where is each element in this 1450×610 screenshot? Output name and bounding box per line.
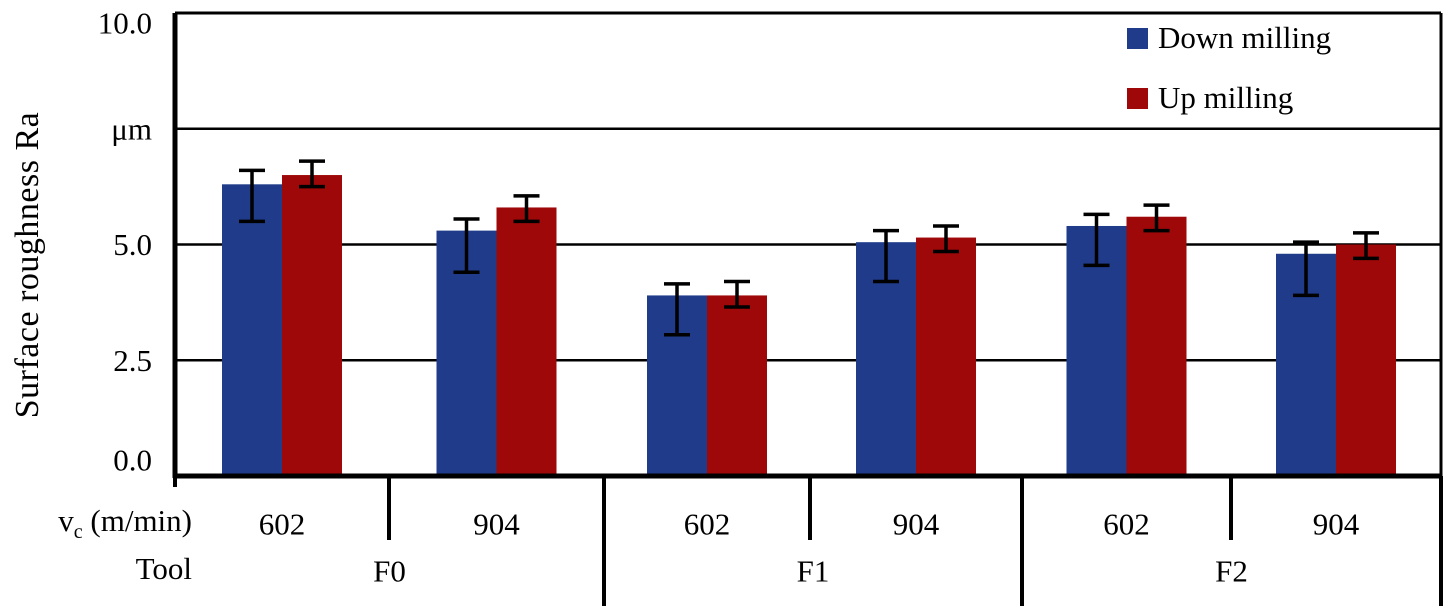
bar-up-2 — [707, 295, 767, 476]
y-tick-label-0.0: 0.0 — [113, 443, 152, 478]
bar-up-4 — [1126, 216, 1187, 476]
y-tick-label-μm: μm — [111, 111, 152, 146]
vc-prefix: v — [58, 503, 74, 538]
bar-up-1 — [496, 207, 557, 476]
speed-label-602: 602 — [684, 507, 731, 542]
tool-label-F2: F2 — [1215, 554, 1248, 589]
vc-suffix: (m/min) — [82, 503, 192, 538]
speed-label-904: 904 — [473, 507, 520, 542]
down-milling-swatch-icon — [1127, 27, 1148, 49]
y-tick-label-10.0: 10.0 — [98, 6, 152, 41]
legend-label-down-milling: Down milling — [1158, 20, 1332, 55]
speed-label-602: 602 — [259, 507, 306, 542]
bar-down-0 — [222, 184, 282, 476]
legend-item-up-milling: Up milling — [1127, 75, 1331, 121]
bar-up-0 — [282, 175, 342, 477]
bar-down-4 — [1066, 225, 1127, 476]
legend: Down milling Up milling — [1127, 15, 1331, 121]
y-axis-title: Surface roughness Ra — [9, 111, 46, 419]
bar-up-3 — [916, 237, 976, 476]
y-tick-label-5.0: 5.0 — [113, 227, 152, 262]
speed-label-904: 904 — [893, 507, 940, 542]
tool-label-F0: F0 — [373, 554, 406, 589]
legend-item-down-milling: Down milling — [1127, 15, 1331, 61]
tool-label-F1: F1 — [797, 554, 830, 589]
speed-label-904: 904 — [1313, 507, 1360, 542]
y-tick-label-2.5: 2.5 — [113, 343, 152, 378]
speed-label-602: 602 — [1103, 507, 1150, 542]
legend-label-up-milling: Up milling — [1158, 80, 1294, 115]
up-milling-swatch-icon — [1127, 87, 1148, 109]
x-axis-speed-row-label: vc (m/min) — [20, 503, 192, 542]
vc-subscript: c — [73, 521, 83, 544]
x-axis-tool-row-label: Tool — [135, 551, 192, 586]
bar-up-5 — [1336, 244, 1396, 476]
